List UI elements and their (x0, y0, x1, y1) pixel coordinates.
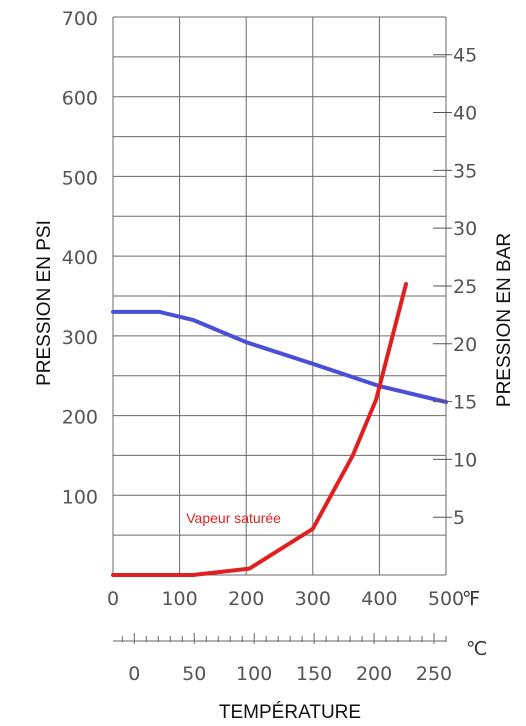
celsius-unit: ℃ (466, 638, 487, 660)
series-group: Vapeur saturée (111, 282, 448, 577)
x-tick-label: 500 (428, 588, 464, 610)
y-tick-label: 500 (62, 167, 98, 189)
x2-tick-label: 100 (236, 663, 272, 685)
y2-tick-label: 40 (453, 103, 477, 125)
annotation-vapeur-saturee: Vapeur saturée (186, 510, 281, 526)
y2-tick-label: 45 (453, 45, 477, 67)
y-tick-label: 600 (62, 88, 98, 110)
fahrenheit-unit: ℉ (462, 588, 480, 610)
series-line-red (111, 282, 408, 577)
x2-tick-label: 200 (356, 663, 392, 685)
grid (112, 16, 447, 576)
y-tick-label: 400 (62, 247, 98, 269)
left-axis-title: PRESSION EN PSI (34, 220, 55, 386)
x-axis-title: TEMPÉRATURE (219, 702, 361, 723)
x2-tick-label: 0 (128, 663, 140, 685)
y2-tick-label: 20 (453, 334, 477, 356)
x-tick-label: 400 (361, 588, 397, 610)
y2-tick-label: 10 (453, 449, 477, 471)
x-tick-label: 200 (228, 588, 264, 610)
right-axis-title: PRESSION EN BAR (494, 233, 515, 407)
x-tick-label: 0 (107, 588, 119, 610)
x2-tick-label: 150 (296, 663, 332, 685)
y-tick-label: 300 (62, 327, 98, 349)
y-tick-label: 200 (62, 407, 98, 429)
y-tick-label: 700 (62, 8, 98, 30)
x-tick-label: 300 (295, 588, 331, 610)
y2-tick-label: 25 (453, 276, 477, 298)
x2-tick-label: 50 (182, 663, 206, 685)
y2-tick-label: 30 (453, 218, 477, 240)
x2-tick-label: 250 (416, 663, 452, 685)
y2-tick-label: 5 (453, 507, 465, 529)
y2-tick-label: 15 (453, 392, 477, 414)
x-tick-label: 100 (161, 588, 197, 610)
y-tick-label: 100 (62, 486, 98, 508)
y2-tick-label: 35 (453, 160, 477, 182)
